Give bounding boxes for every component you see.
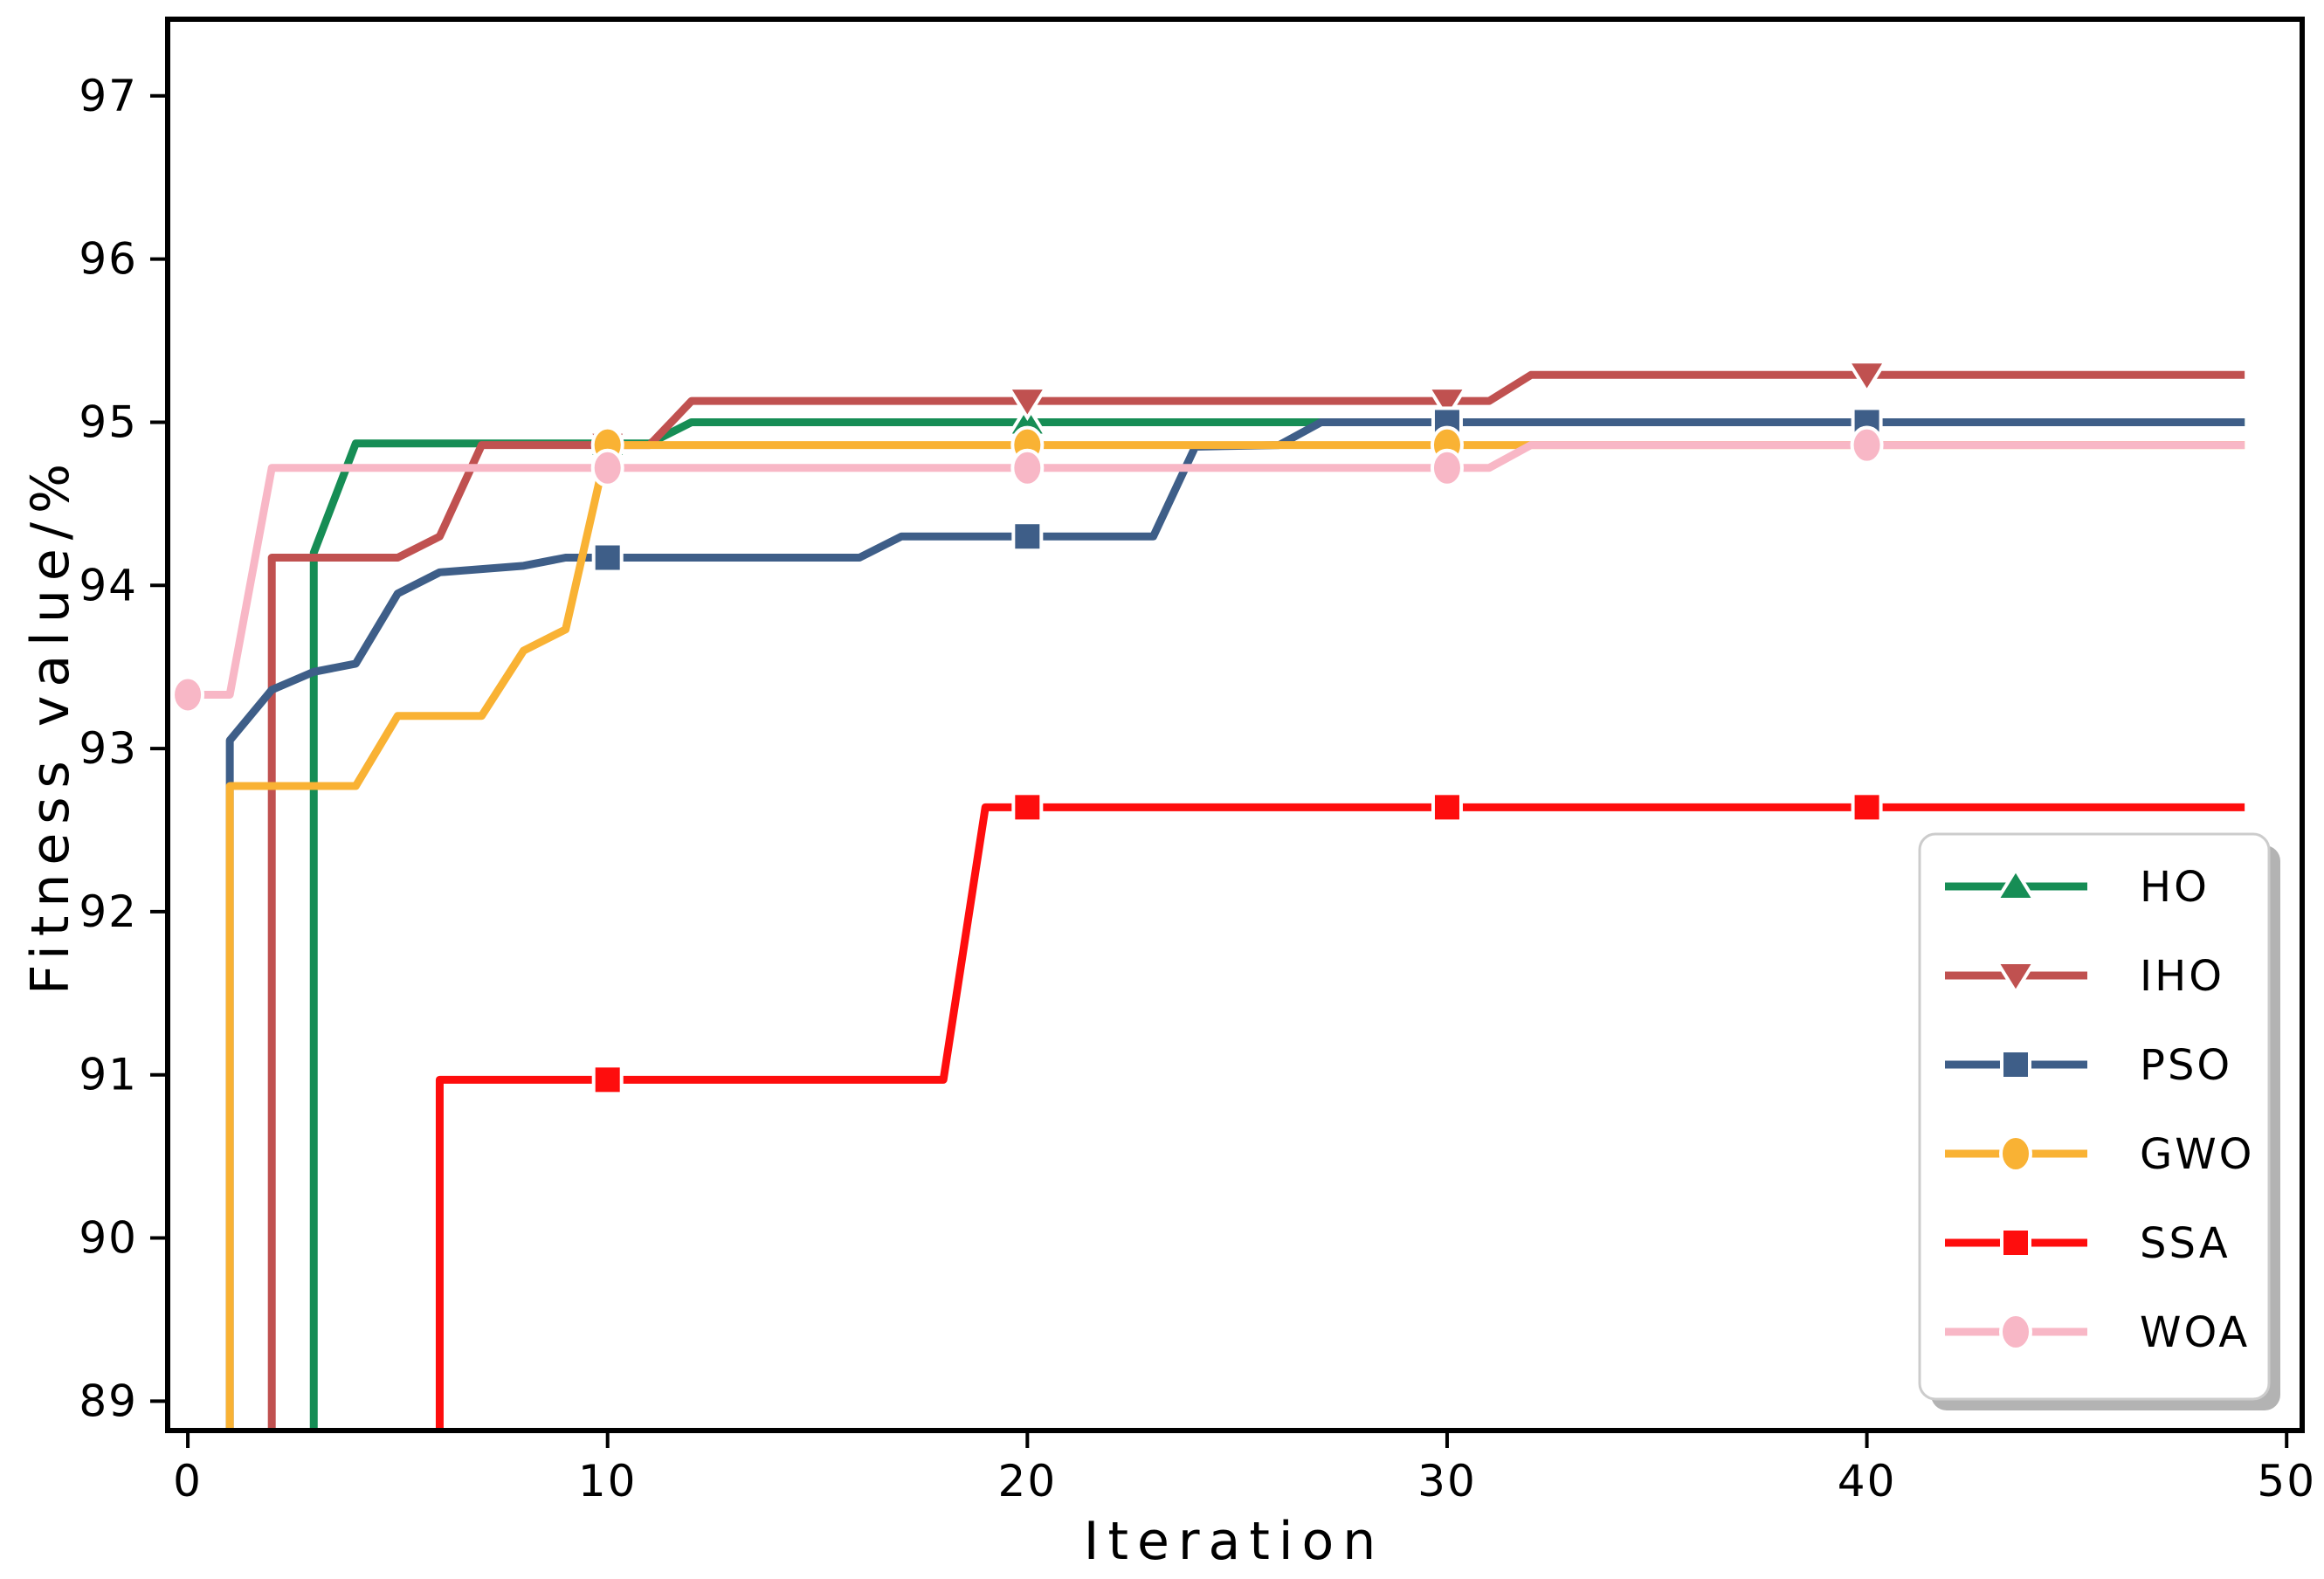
series-line-gwo bbox=[225, 441, 2245, 1429]
y-tick-label: 95 bbox=[79, 396, 138, 447]
y-tick-label: 97 bbox=[79, 71, 138, 121]
y-axis-ticks: 89 90 91 92 93 94 95 96 97 bbox=[79, 71, 168, 1426]
y-tick-label: 96 bbox=[79, 234, 138, 285]
x-tick-label: 30 bbox=[1417, 1456, 1477, 1507]
series-line-woa bbox=[188, 441, 2245, 699]
y-tick-label: 92 bbox=[79, 886, 138, 937]
x-tick-label: 50 bbox=[2257, 1456, 2316, 1507]
series-line-ssa bbox=[435, 803, 2245, 1429]
y-tick-label: 91 bbox=[79, 1050, 138, 1100]
x-tick-label: 40 bbox=[1838, 1456, 1897, 1507]
series-line-iho bbox=[267, 370, 2245, 1429]
series-lines bbox=[171, 360, 2245, 1429]
legend-label-ssa: SSA bbox=[2140, 1219, 2231, 1268]
series-woa bbox=[171, 425, 2245, 714]
legend-item-ssa: SSA bbox=[1945, 1219, 2231, 1268]
legend-label-woa: WOA bbox=[2140, 1308, 2250, 1357]
legend-label-gwo: GWO bbox=[2140, 1130, 2254, 1179]
legend-item-iho: IHO bbox=[1945, 952, 2224, 1001]
y-tick-label: 94 bbox=[79, 560, 138, 610]
legend-item-gwo: GWO bbox=[1945, 1130, 2254, 1179]
x-axis-label: Iteration bbox=[1083, 1511, 1385, 1572]
legend-label-iho: IHO bbox=[2140, 952, 2224, 1001]
legend-item-pso: PSO bbox=[1945, 1041, 2232, 1090]
x-tick-label: 10 bbox=[578, 1456, 638, 1507]
x-tick-label: 0 bbox=[173, 1456, 203, 1507]
legend-label-ho: HO bbox=[2140, 863, 2210, 912]
x-tick-label: 20 bbox=[998, 1456, 1058, 1507]
y-axis-label: Fitness value/% bbox=[20, 455, 81, 995]
legend: HO IHO PSO GWO SSA WOA bbox=[1918, 832, 2280, 1410]
legend-item-woa: WOA bbox=[1945, 1308, 2250, 1357]
plot-frame bbox=[165, 17, 2305, 1433]
legend-item-ho: HO bbox=[1945, 863, 2210, 912]
legend-label-pso: PSO bbox=[2140, 1041, 2232, 1090]
y-tick-label: 90 bbox=[79, 1213, 138, 1264]
x-axis-ticks: 0 10 20 30 40 50 bbox=[173, 1431, 2316, 1507]
y-tick-label: 89 bbox=[79, 1376, 138, 1426]
y-tick-label: 93 bbox=[79, 723, 138, 774]
series-ssa bbox=[435, 791, 2245, 1429]
